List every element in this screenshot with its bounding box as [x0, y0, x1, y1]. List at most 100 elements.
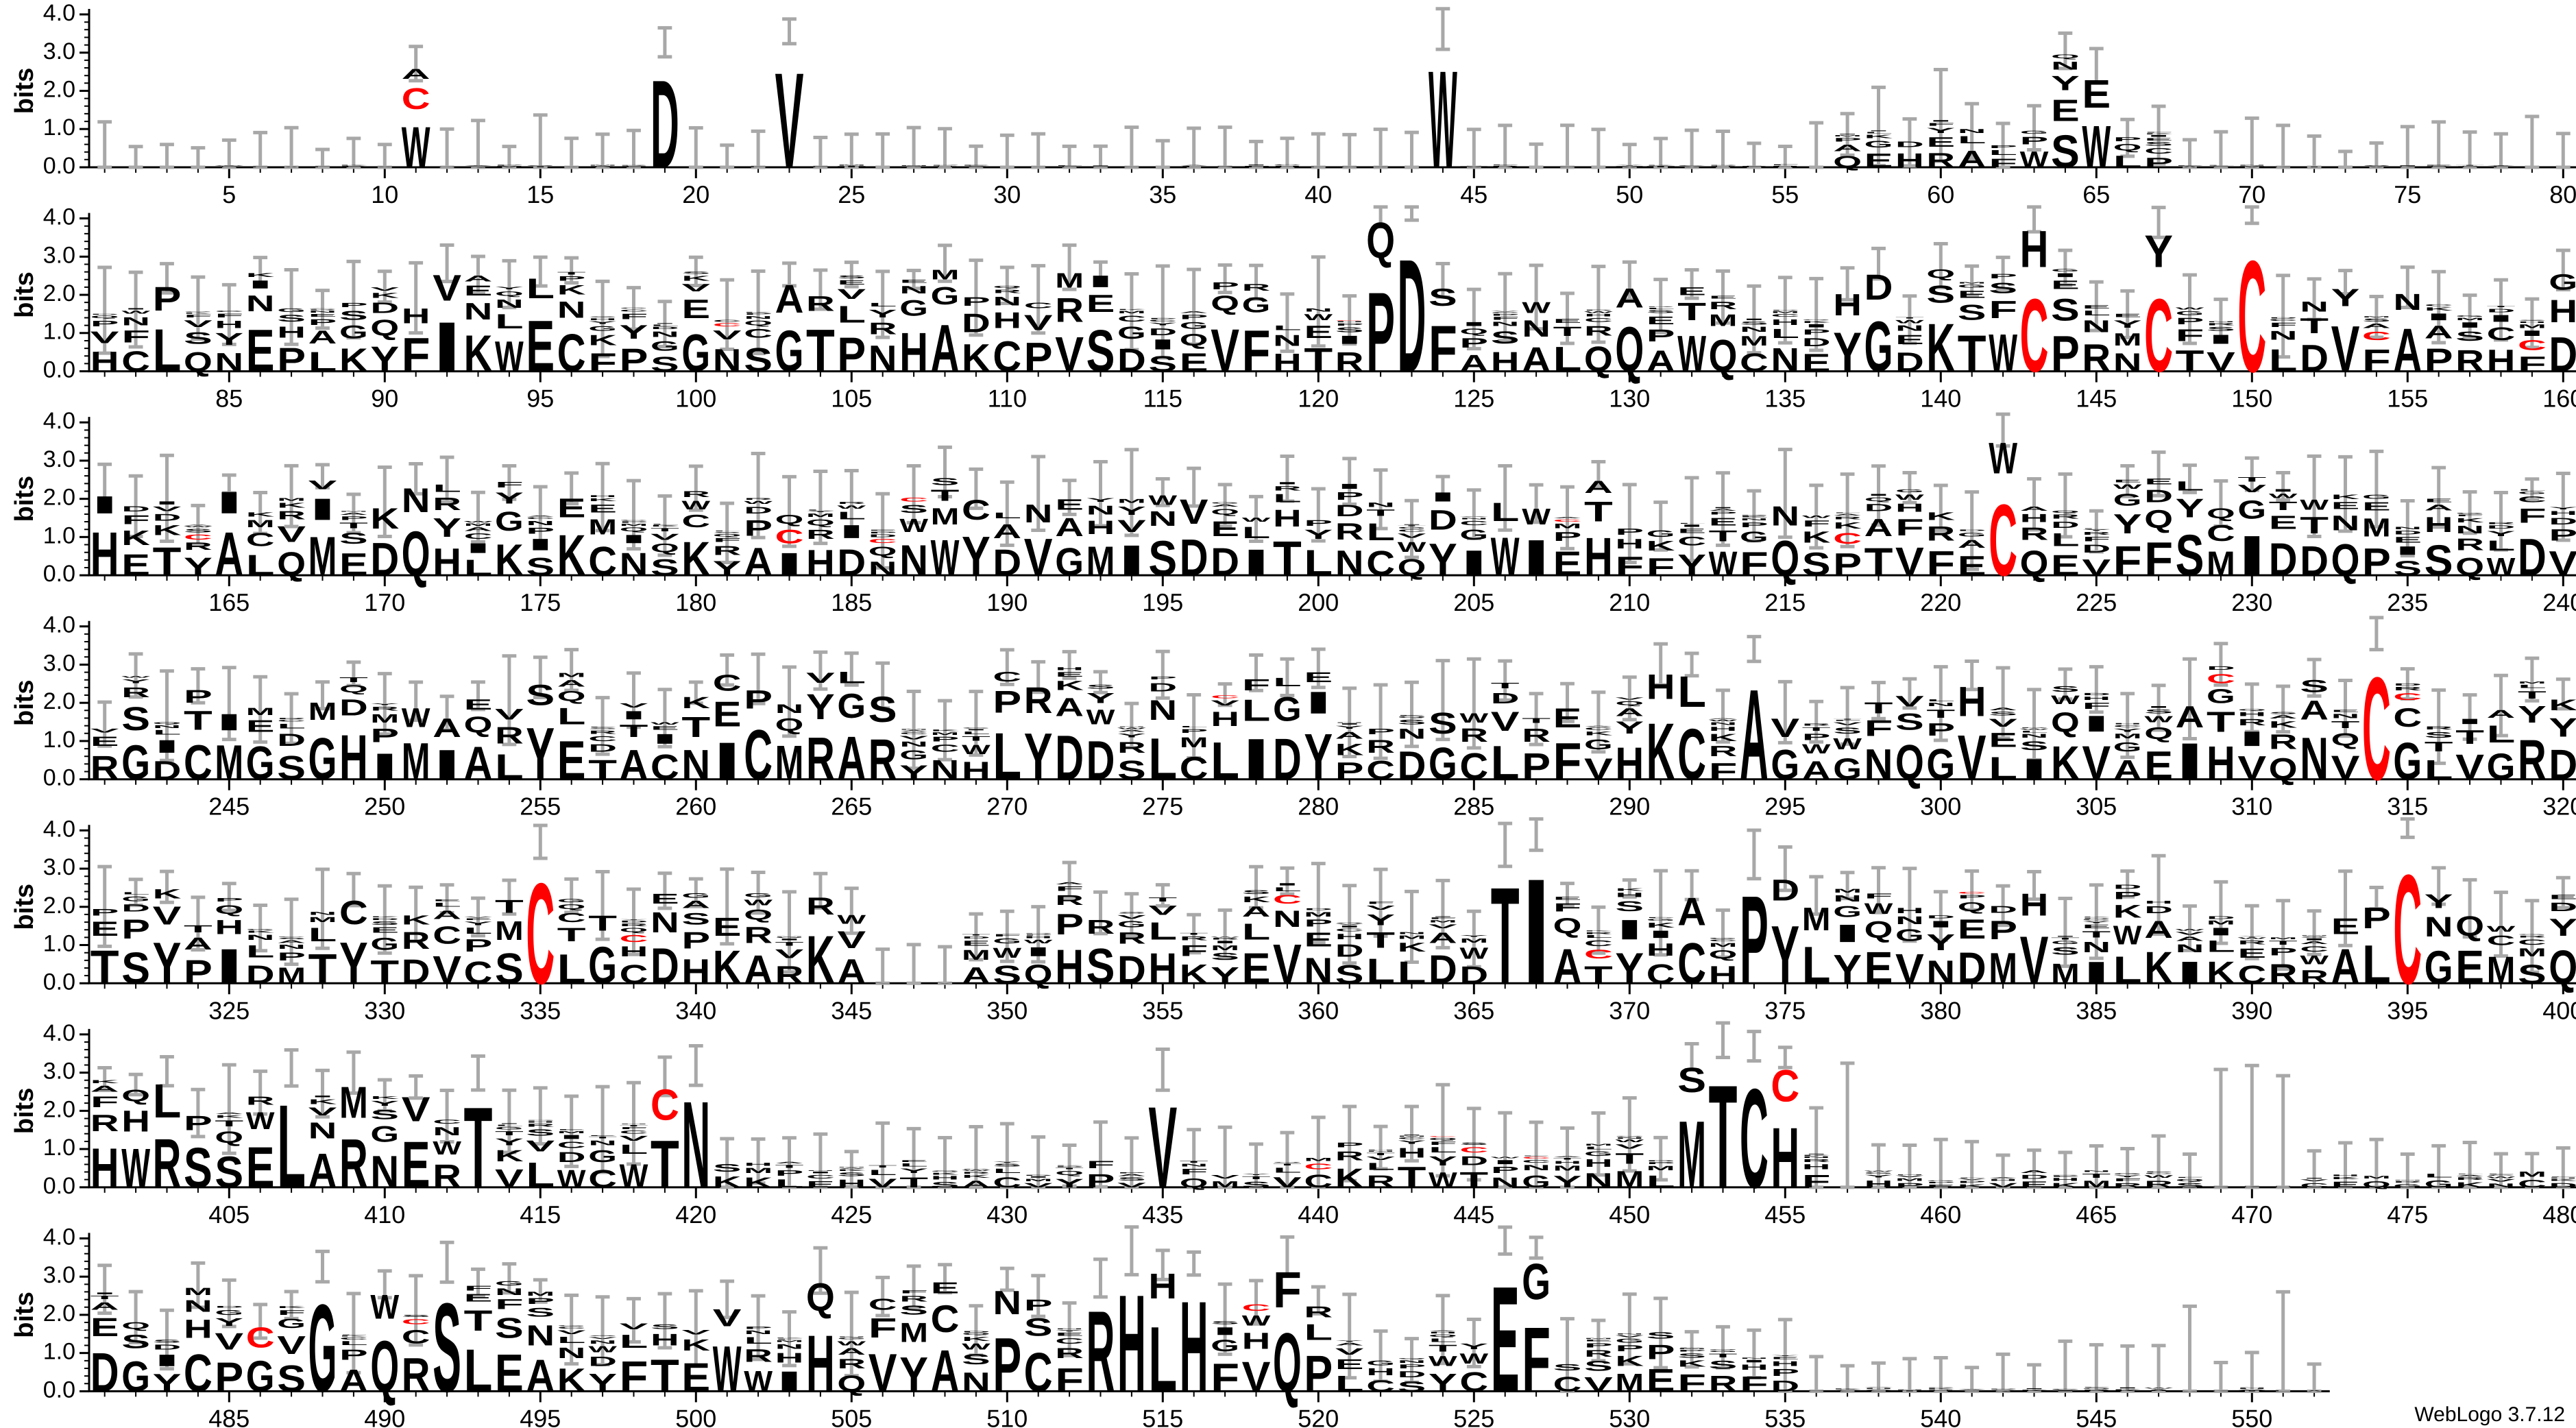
svg-text:N: N [370, 1146, 399, 1197]
svg-text:F: F [1771, 164, 1799, 165]
svg-text:P: P [526, 526, 555, 535]
svg-text:A: A [184, 524, 212, 526]
svg-text:C: C [620, 1130, 648, 1135]
svg-text:W: W [184, 526, 212, 528]
svg-text:N: N [2393, 289, 2422, 315]
svg-text:R: R [90, 749, 119, 787]
svg-text:P: P [277, 341, 306, 378]
svg-text:L: L [1366, 1161, 1395, 1172]
svg-text:Y: Y [1429, 534, 1457, 585]
svg-text:R: R [1833, 516, 1862, 520]
svg-text:I: I [1304, 686, 1333, 721]
svg-text:L: L [557, 703, 586, 729]
svg-text:A: A [215, 1112, 243, 1114]
svg-text:W: W [1584, 311, 1613, 313]
svg-text:P: P [184, 953, 212, 991]
svg-text:130: 130 [1609, 385, 1650, 413]
svg-text:R: R [2455, 344, 2484, 378]
svg-text:P: P [806, 166, 835, 167]
svg-text:C: C [2237, 960, 2266, 989]
svg-text:210: 210 [1609, 588, 1650, 616]
svg-text:V: V [2207, 346, 2235, 377]
svg-text:I: I [153, 736, 182, 757]
svg-text:Y: Y [1148, 322, 1177, 326]
svg-text:I: I [1833, 919, 1862, 947]
svg-text:Q: Q [1553, 914, 1582, 939]
svg-text:F: F [1926, 122, 1955, 127]
svg-text:A: A [837, 724, 866, 792]
svg-text:F: F [121, 513, 150, 527]
svg-text:A: A [775, 1161, 804, 1164]
svg-text:G: G [277, 1316, 306, 1331]
svg-text:H: H [806, 542, 835, 583]
svg-text:P: P [744, 516, 773, 541]
svg-text:V: V [495, 1164, 524, 1193]
svg-text:T: T [620, 1124, 648, 1126]
svg-text:M: M [1989, 944, 2017, 993]
svg-text:A: A [184, 934, 212, 953]
svg-text:G: G [1273, 690, 1302, 728]
svg-text:M: M [2518, 1170, 2547, 1178]
svg-text:T: T [1304, 341, 1333, 379]
svg-text:D: D [588, 1354, 617, 1369]
svg-text:E: E [1055, 670, 1084, 678]
svg-text:N: N [2393, 526, 2422, 530]
svg-text:K: K [246, 930, 275, 934]
svg-text:L: L [1273, 492, 1302, 505]
svg-text:Y: Y [2549, 507, 2576, 511]
svg-text:L: L [1647, 1172, 1675, 1191]
svg-text:N: N [1958, 128, 1986, 134]
svg-text:Y: Y [1211, 963, 1239, 989]
svg-text:S: S [744, 341, 773, 379]
svg-text:T: T [2331, 719, 2360, 730]
svg-text:L: L [868, 302, 897, 307]
svg-text:I: I [2455, 321, 2484, 329]
svg-text:A: A [2455, 1174, 2484, 1176]
svg-text:C: C [464, 955, 493, 991]
svg-text:W: W [1242, 516, 1271, 523]
svg-text:L: L [1242, 524, 1271, 542]
svg-text:F: F [899, 1290, 928, 1294]
svg-text:S: S [1989, 280, 2017, 296]
svg-text:255: 255 [520, 792, 561, 821]
svg-text:A: A [1335, 1342, 1364, 1346]
svg-text:L: L [1491, 736, 1520, 790]
svg-text:A: A [1429, 1330, 1457, 1331]
svg-text:I: I [308, 492, 337, 527]
svg-text:V: V [2082, 555, 2111, 580]
svg-text:W: W [1429, 1353, 1457, 1369]
svg-text:C: C [464, 532, 493, 541]
svg-text:R: R [526, 1123, 555, 1128]
svg-text:L: L [620, 1142, 648, 1157]
svg-text:D: D [1864, 267, 1893, 307]
svg-text:W: W [464, 520, 493, 522]
svg-text:0.0: 0.0 [43, 1377, 75, 1403]
svg-text:Q: Q [2455, 910, 2484, 942]
svg-text:E: E [2144, 137, 2173, 141]
svg-text:E: E [1584, 1339, 1613, 1342]
svg-text:L: L [339, 1340, 368, 1346]
svg-text:D: D [1398, 743, 1426, 788]
svg-text:Q: Q [1429, 1334, 1457, 1338]
svg-text:R: R [1366, 1172, 1395, 1191]
svg-text:0.0: 0.0 [43, 561, 75, 587]
svg-text:F: F [1553, 901, 1582, 914]
svg-text:P: P [744, 313, 773, 315]
svg-text:A: A [1180, 311, 1208, 313]
svg-text:P: P [1148, 676, 1177, 681]
svg-text:V: V [775, 947, 804, 961]
svg-text:M: M [1740, 333, 1769, 348]
svg-text:V: V [2331, 749, 2360, 786]
svg-text:D: D [2113, 884, 2142, 891]
svg-text:L: L [1273, 324, 1302, 332]
svg-text:I: I [1242, 165, 1271, 166]
svg-text:I: I [1491, 1159, 1520, 1165]
svg-text:445: 445 [1453, 1200, 1494, 1229]
svg-text:W: W [2269, 492, 2298, 499]
svg-text:D: D [2269, 317, 2298, 319]
svg-text:M: M [2113, 330, 2142, 350]
svg-text:D: D [557, 1149, 586, 1165]
svg-text:A: A [899, 730, 928, 732]
svg-text:V: V [1958, 723, 1986, 793]
svg-text:S: S [713, 531, 742, 533]
